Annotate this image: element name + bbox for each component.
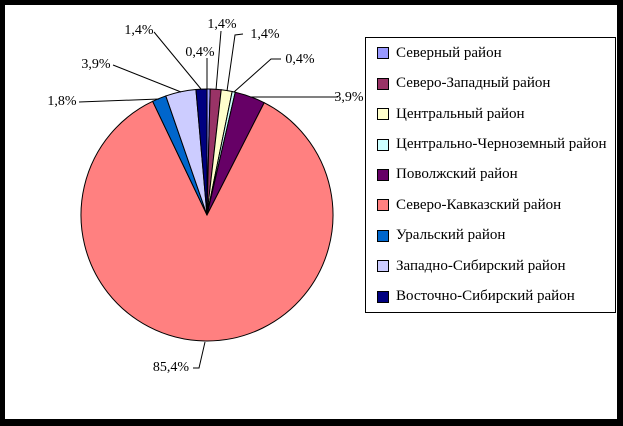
chart-legend: Северный район Северо-Западный район Центр… <box>365 37 616 313</box>
legend-swatch-1 <box>377 77 389 90</box>
legend-swatch-7 <box>377 260 389 273</box>
percent-label-5: 85,4% <box>153 360 190 375</box>
leader-line-7 <box>112 64 182 93</box>
legend-swatch-6 <box>377 229 389 242</box>
leader-line-3 <box>233 58 281 93</box>
legend-swatch-8 <box>377 290 389 303</box>
legend-label-8: Восточно-Сибирский район <box>396 288 575 305</box>
pie-slice-5 <box>80 100 334 342</box>
legend-item-4: Поволжский район <box>377 167 615 182</box>
legend-item-8: Восточно-Сибирский район <box>377 289 615 304</box>
percent-label-7: 3,9% <box>81 57 111 72</box>
legend-label-5: Северо-Кавказский район <box>396 196 562 213</box>
legend-label-3: Центрально-Черноземный район <box>396 136 607 153</box>
legend-item-5: Северо-Кавказский район <box>377 196 615 213</box>
legend-label-0: Северный район <box>396 44 502 61</box>
percent-label-1: 1,4% <box>207 17 237 32</box>
legend-item-1: Северо-Западный район <box>377 76 615 91</box>
legend-swatch-2 <box>377 108 389 121</box>
leader-line-5 <box>193 341 206 369</box>
legend-item-0: Северный район <box>377 44 615 61</box>
percent-label-0: 0,4% <box>185 45 215 60</box>
legend-label-2: Центральный район <box>396 105 525 122</box>
leader-line-1 <box>215 30 222 91</box>
percent-label-4: 3,9% <box>334 90 364 105</box>
legend-item-2: Центральный район <box>377 105 615 122</box>
percent-label-3: 0,4% <box>285 52 315 67</box>
legend-item-7: Западно-Сибирский район <box>377 257 615 274</box>
legend-label-4: Поволжский район <box>396 166 518 183</box>
leader-line-2 <box>226 33 244 92</box>
legend-swatch-5 <box>377 199 389 212</box>
legend-label-6: Уральский район <box>396 227 506 244</box>
legend-item-3: Центрально-Черноземный район <box>377 137 615 152</box>
leader-line-6 <box>78 98 160 103</box>
legend-swatch-3 <box>377 138 389 151</box>
percent-label-8: 1,4% <box>124 23 154 38</box>
pie-chart-plot: 0,4% 1,4% 1,4% 0,4% 3,9% 85,4% 1,8% 3,9% 1,4% <box>47 17 364 375</box>
legend-swatch-4 <box>377 168 389 181</box>
legend-item-6: Уральский район <box>377 228 615 243</box>
legend-label-1: Северо-Западный район <box>396 75 551 92</box>
percent-label-2: 1,4% <box>250 27 280 42</box>
percent-label-6: 1,8% <box>47 94 77 109</box>
legend-label-7: Западно-Сибирский район <box>396 257 566 274</box>
legend-swatch-0 <box>377 47 389 60</box>
leader-line-8 <box>153 31 202 90</box>
